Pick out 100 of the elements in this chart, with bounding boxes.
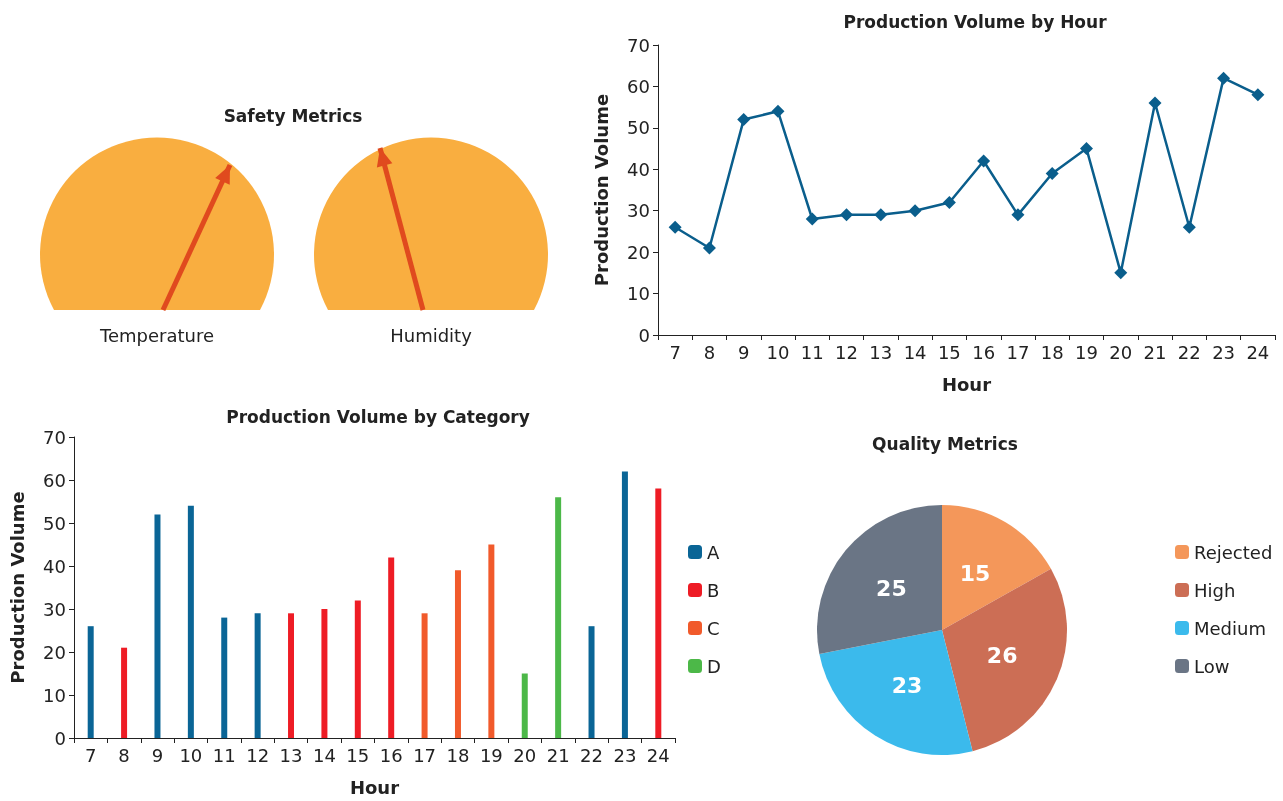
y-tick-label: 50 bbox=[43, 512, 66, 534]
x-tick-label: 14 bbox=[312, 744, 336, 766]
data-label: 15 bbox=[959, 560, 991, 586]
point bbox=[1217, 71, 1231, 85]
x-tick-label: 18 bbox=[1040, 341, 1064, 363]
point bbox=[1045, 166, 1059, 180]
point bbox=[1114, 266, 1128, 280]
y-tick-label: 40 bbox=[43, 555, 66, 577]
point bbox=[1182, 220, 1196, 234]
y-tick-label: 60 bbox=[627, 75, 650, 97]
bar bbox=[488, 544, 495, 738]
bar bbox=[87, 626, 94, 738]
text: Safety Metrics bbox=[223, 106, 363, 126]
y-tick-label: 20 bbox=[627, 241, 650, 263]
bar bbox=[388, 557, 395, 738]
x-tick-label: 12 bbox=[835, 341, 858, 363]
point bbox=[908, 204, 922, 218]
bar bbox=[321, 609, 328, 738]
x-tick-label: 9 bbox=[151, 744, 164, 766]
y-tick-label: 70 bbox=[627, 34, 650, 56]
y-tick-label: 10 bbox=[43, 684, 66, 706]
x-tick-label: 11 bbox=[800, 341, 824, 363]
x-tick-label: 22 bbox=[1177, 341, 1201, 363]
x-tick-label: 7 bbox=[84, 744, 97, 766]
point bbox=[668, 220, 682, 234]
y-tick-label: 20 bbox=[43, 641, 66, 663]
legend-label: C bbox=[707, 617, 720, 639]
legend-label: High bbox=[1194, 579, 1236, 601]
chart-title: Production Volume by Category bbox=[226, 406, 530, 427]
x-axis-title: Hour bbox=[941, 373, 992, 395]
x-tick-label: 15 bbox=[937, 341, 961, 363]
bar bbox=[521, 673, 528, 738]
y-tick-label: 40 bbox=[627, 158, 650, 180]
x-tick-label: 19 bbox=[479, 744, 503, 766]
y-tick-label: 30 bbox=[627, 200, 650, 222]
x-tick-label: 23 bbox=[613, 744, 637, 766]
y-tick-label: 60 bbox=[43, 469, 66, 491]
x-tick-label: 20 bbox=[1109, 341, 1133, 363]
point bbox=[942, 195, 956, 209]
x-tick-label: 19 bbox=[1075, 341, 1098, 363]
x-tick-label: 16 bbox=[972, 341, 996, 363]
point bbox=[771, 104, 785, 118]
x-tick-label: 14 bbox=[903, 341, 927, 363]
x-tick-label: 8 bbox=[118, 744, 130, 766]
bar bbox=[454, 570, 461, 738]
point bbox=[702, 241, 716, 255]
x-tick-label: 10 bbox=[179, 744, 203, 766]
point bbox=[874, 208, 888, 222]
text: Temperature bbox=[98, 325, 215, 346]
x-tick-label: 16 bbox=[379, 744, 403, 766]
legend-label: Medium bbox=[1194, 617, 1266, 639]
bar bbox=[421, 613, 428, 738]
bar bbox=[354, 600, 361, 738]
y-tick-label: 10 bbox=[627, 283, 650, 305]
x-tick-label: 8 bbox=[703, 341, 716, 363]
x-tick-label: 23 bbox=[1212, 341, 1236, 363]
x-tick-label: 13 bbox=[869, 341, 893, 363]
point bbox=[1148, 96, 1162, 110]
y-tick-label: 0 bbox=[638, 324, 650, 346]
y-axis-title: Production Volume bbox=[590, 93, 612, 287]
x-tick-label: 11 bbox=[212, 744, 236, 766]
point bbox=[840, 208, 854, 222]
x-tick-label: 20 bbox=[513, 744, 537, 766]
point bbox=[805, 212, 819, 226]
point bbox=[977, 154, 991, 168]
legend-label: Low bbox=[1194, 655, 1230, 677]
legend-label: D bbox=[707, 655, 721, 677]
x-tick-label: 12 bbox=[246, 744, 270, 766]
x-tick-label: 24 bbox=[646, 744, 670, 766]
legend-label: B bbox=[707, 579, 720, 601]
y-tick-label: 30 bbox=[43, 598, 66, 620]
x-tick-label: 13 bbox=[279, 744, 303, 766]
bar bbox=[288, 613, 295, 738]
x-tick-label: 18 bbox=[446, 744, 470, 766]
x-tick-label: 15 bbox=[346, 744, 370, 766]
point bbox=[1251, 88, 1265, 102]
bar bbox=[154, 514, 161, 738]
point bbox=[737, 113, 751, 127]
x-tick-label: 9 bbox=[737, 341, 750, 363]
bar bbox=[621, 471, 628, 738]
chart-title: Quality Metrics bbox=[872, 433, 1018, 454]
x-tick-label: 21 bbox=[546, 744, 570, 766]
legend-label: Rejected bbox=[1194, 541, 1273, 563]
bar bbox=[655, 488, 662, 738]
x-tick-label: 22 bbox=[580, 744, 603, 766]
legend-label: A bbox=[707, 541, 720, 563]
data-label: 26 bbox=[986, 643, 1018, 669]
bar bbox=[555, 497, 562, 738]
x-axis-title: Hour bbox=[349, 776, 400, 798]
bar bbox=[187, 505, 194, 738]
x-tick-label: 17 bbox=[1006, 341, 1030, 363]
y-tick-label: 0 bbox=[54, 727, 66, 749]
data-label: 23 bbox=[891, 672, 923, 698]
bar bbox=[221, 617, 228, 738]
y-tick-label: 50 bbox=[627, 117, 650, 139]
text: Humidity bbox=[390, 325, 473, 346]
bar bbox=[121, 647, 128, 738]
y-axis-title: Production Volume bbox=[6, 491, 28, 684]
point bbox=[1011, 208, 1025, 222]
chart-title: Production Volume by Hour bbox=[843, 11, 1108, 32]
